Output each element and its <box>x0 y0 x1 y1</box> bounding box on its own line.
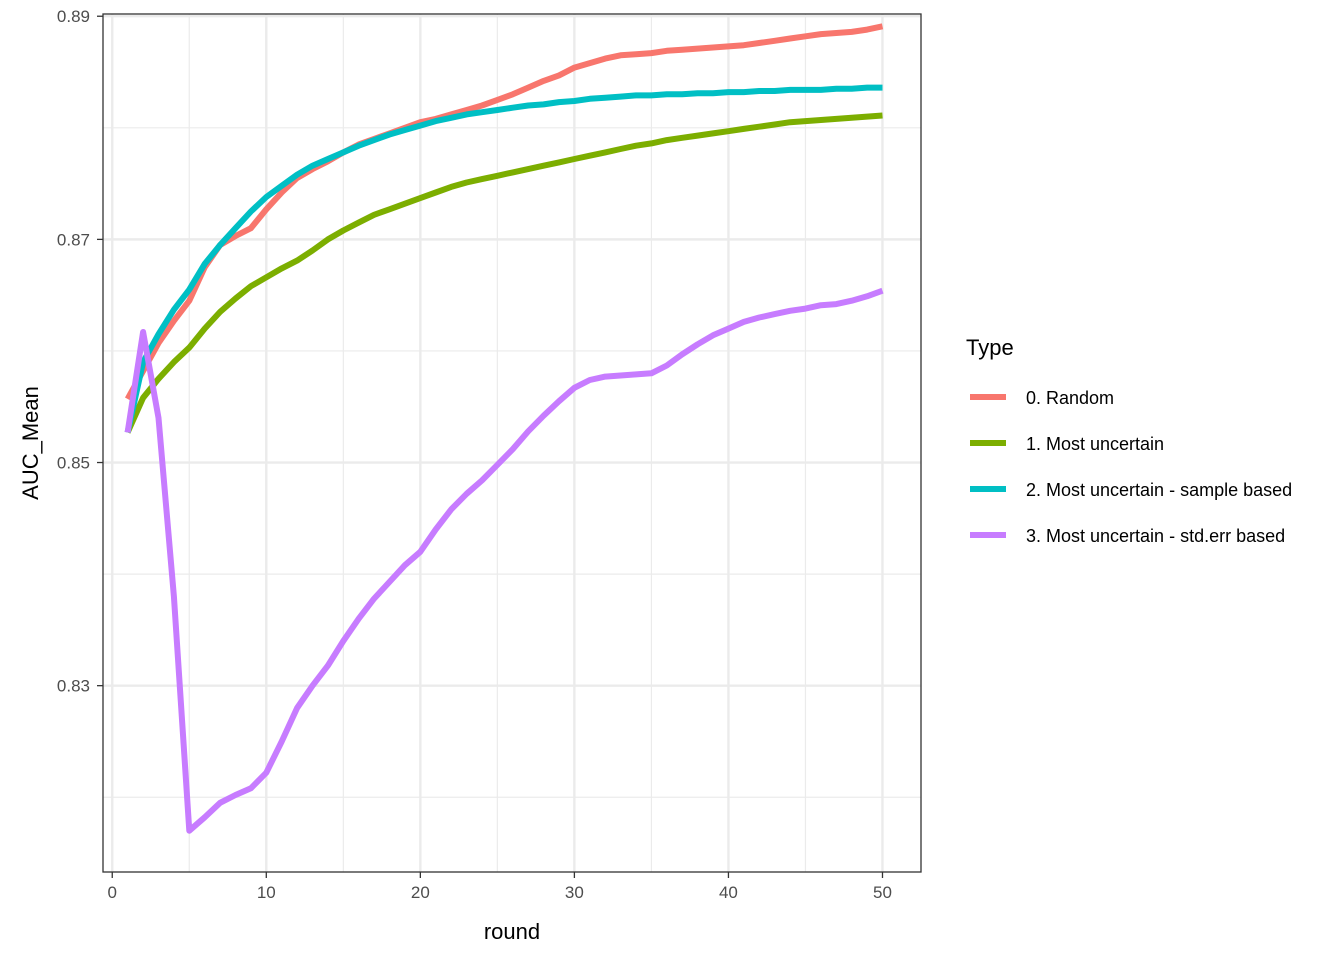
legend-entries: 0. Random 1. Most uncertain 2. Most uncert… <box>970 388 1292 546</box>
grid-lines <box>103 14 921 872</box>
y-axis-title: AUC_Mean <box>18 386 43 500</box>
axes: 0 10 20 30 40 50 0.83 0.85 0.87 0.89 <box>57 7 892 902</box>
legend-label-3: 3. Most uncertain - std.err based <box>1026 526 1285 546</box>
legend-label-0: 0. Random <box>1026 388 1114 408</box>
legend: Type 0. Random 1. Most uncertain 2. Most u… <box>966 335 1292 546</box>
plot-panel-border <box>102 13 922 873</box>
y-tick-label: 0.85 <box>57 454 90 473</box>
plot-panel-background <box>103 14 921 872</box>
x-tick-label: 10 <box>257 883 276 902</box>
x-tick-label: 0 <box>108 883 117 902</box>
legend-title: Type <box>966 335 1014 360</box>
series-line-1 <box>124 112 883 434</box>
y-tick-label: 0.87 <box>57 230 90 249</box>
x-tick-label: 20 <box>411 883 430 902</box>
x-tick-label: 40 <box>719 883 738 902</box>
series-line-3 <box>124 287 884 834</box>
x-tick-label: 50 <box>873 883 892 902</box>
legend-label-1: 1. Most uncertain <box>1026 434 1164 454</box>
series-line-2 <box>124 84 883 434</box>
y-tick-label: 0.83 <box>57 677 90 696</box>
series-lines <box>124 23 884 834</box>
x-tick-label: 30 <box>565 883 584 902</box>
y-tick-label: 0.89 <box>57 7 90 26</box>
legend-label-2: 2. Most uncertain - sample based <box>1026 480 1292 500</box>
x-axis-title: round <box>484 919 540 944</box>
series-line-0 <box>124 23 884 401</box>
